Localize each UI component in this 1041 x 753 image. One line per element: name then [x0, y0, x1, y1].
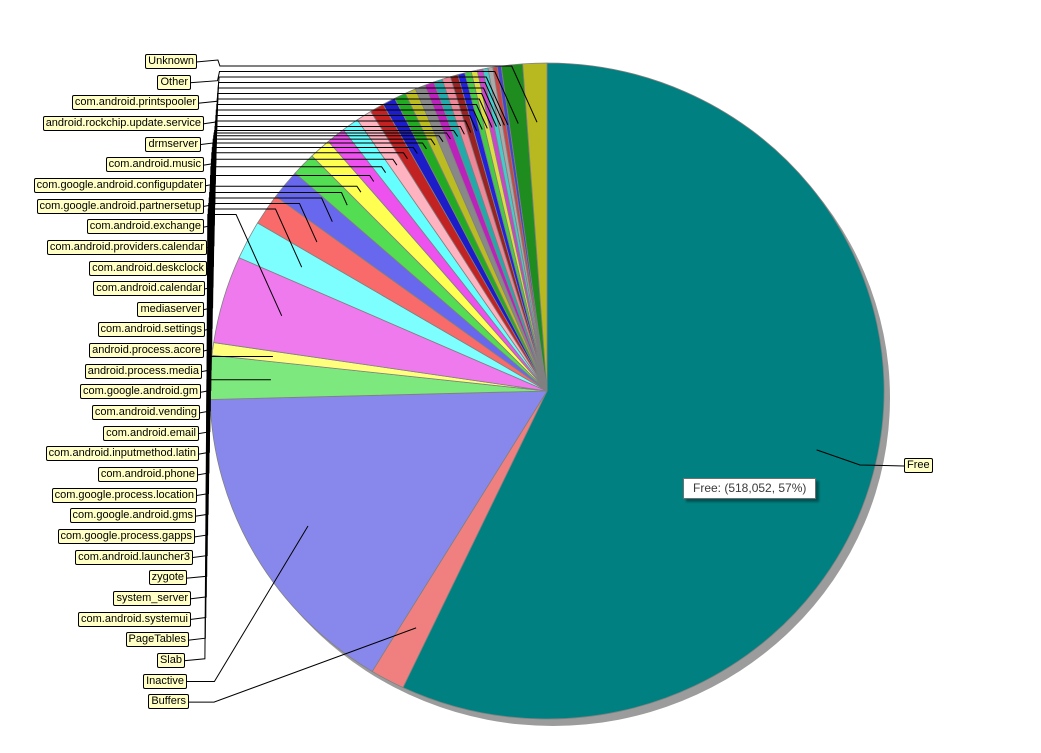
pie-slice-Free[interactable] — [402, 62, 885, 720]
callout-label-com.android.inputmethod.latin[interactable]: com.android.inputmethod.latin — [45, 446, 199, 462]
callout-label-com.android.vending[interactable]: com.android.vending — [91, 405, 200, 421]
leader-line — [193, 192, 348, 538]
callout-label-com.google.android.gms[interactable]: com.google.android.gms — [69, 508, 196, 524]
callout-label-zygote[interactable]: zygote — [148, 570, 187, 586]
callout-label-com.android.exchange[interactable]: com.android.exchange — [86, 219, 204, 235]
callout-label-android.process.media[interactable]: android.process.media — [84, 363, 202, 379]
callout-label-Slab[interactable]: Slab — [156, 652, 185, 668]
callout-label-mediaserver[interactable]: mediaserver — [137, 301, 204, 317]
leader-line — [194, 185, 362, 517]
tooltip: Free: (518,052, 57%) — [683, 478, 817, 499]
leader-line — [189, 208, 303, 600]
callout-label-Inactive[interactable]: Inactive — [143, 673, 187, 689]
leader-line — [188, 627, 417, 703]
leader-line — [816, 449, 905, 467]
leader-line — [191, 197, 333, 559]
leader-line — [183, 379, 271, 662]
callout-label-com.android.deskclock[interactable]: com.android.deskclock — [89, 260, 207, 276]
callout-label-com.android.settings[interactable]: com.android.settings — [97, 322, 205, 338]
callout-label-com.google.process.location[interactable]: com.google.process.location — [51, 487, 197, 503]
callout-label-Free[interactable]: Free — [904, 458, 933, 473]
callout-label-Other[interactable]: Other — [157, 74, 191, 90]
callout-label-com.google.process.gapps[interactable]: com.google.process.gapps — [57, 528, 195, 544]
leader-line — [197, 76, 509, 126]
callout-label-com.android.providers.calendar[interactable]: com.android.providers.calendar — [46, 239, 207, 255]
pie-slice-Inactive[interactable] — [209, 390, 548, 672]
callout-label-com.android.calendar[interactable]: com.android.calendar — [93, 281, 205, 297]
leader-line — [197, 152, 408, 435]
leader-line — [197, 158, 398, 455]
leader-line — [187, 356, 273, 641]
callout-label-com.android.email[interactable]: com.android.email — [103, 425, 199, 441]
callout-label-com.google.android.gm[interactable]: com.google.android.gm — [80, 384, 201, 400]
callout-label-Buffers[interactable]: Buffers — [148, 694, 189, 710]
callout-label-com.android.music[interactable]: com.android.music — [105, 157, 204, 173]
leader-line — [185, 203, 318, 579]
leader-line — [189, 71, 519, 124]
callout-label-Unknown[interactable]: Unknown — [145, 54, 197, 69]
callout-label-com.android.phone[interactable]: com.android.phone — [97, 467, 198, 482]
callout-label-PageTables[interactable]: PageTables — [125, 632, 189, 648]
leader-line — [189, 214, 283, 620]
pie-slice-Unknown[interactable] — [522, 62, 548, 392]
callout-label-com.google.android.configupdater[interactable]: com.google.android.configupdater — [33, 177, 206, 193]
callout-label-com.android.systemui[interactable]: com.android.systemui — [78, 611, 191, 627]
leader-line — [202, 82, 505, 126]
callout-label-system_server[interactable]: system_server — [113, 590, 191, 606]
leader-line — [196, 166, 387, 476]
leader-line — [195, 175, 375, 497]
leader-line — [186, 525, 309, 682]
callout-label-android.process.acore[interactable]: android.process.acore — [89, 343, 204, 359]
callout-label-com.android.launcher3[interactable]: com.android.launcher3 — [75, 549, 193, 565]
leader-line — [195, 59, 538, 123]
callout-label-com.android.printspooler[interactable]: com.android.printspooler — [71, 95, 199, 111]
leader-line — [199, 87, 502, 146]
callout-label-drmserver[interactable]: drmserver — [145, 136, 201, 152]
callout-label-com.google.android.partnersetup[interactable]: com.google.android.partnersetup — [36, 198, 204, 214]
callout-label-android.rockchip.update.service[interactable]: android.rockchip.update.service — [42, 115, 204, 131]
